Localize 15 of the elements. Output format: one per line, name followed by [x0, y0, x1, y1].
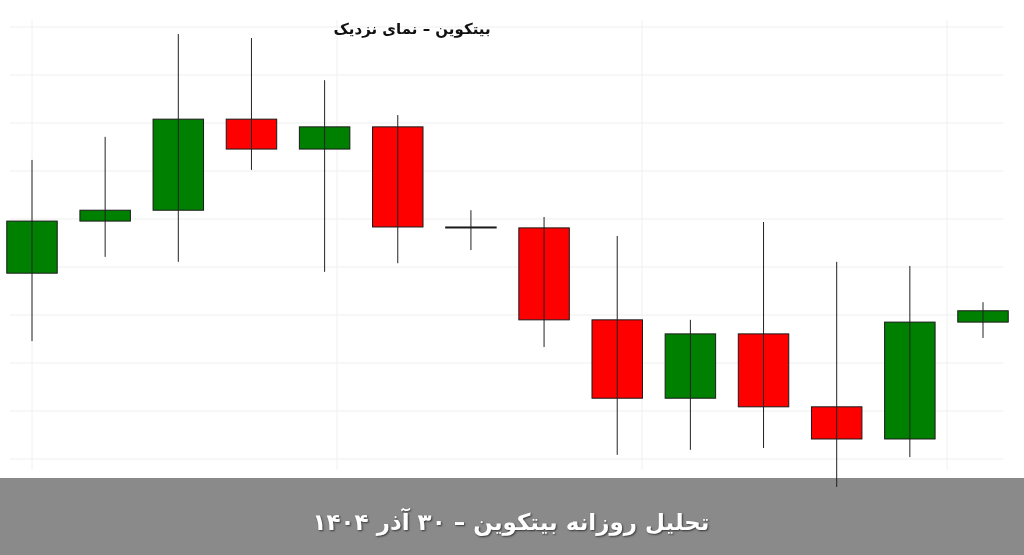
candlestick	[225, 37, 278, 171]
candlestick	[372, 114, 424, 264]
candlestick	[298, 79, 351, 273]
candlestick	[152, 33, 205, 263]
candlestick	[884, 265, 936, 458]
text: تحلیل روزانه بیتکوین – ۳۰ آذر ۱۴۰۴	[312, 507, 710, 536]
candlestick	[518, 216, 570, 348]
candlestick	[737, 221, 790, 449]
candlestick	[810, 261, 863, 488]
candlestick	[957, 301, 1009, 339]
candlestick	[445, 209, 497, 251]
candlestick	[79, 136, 131, 258]
chart-title: بیتکوین – نمای نزدیک	[333, 20, 491, 38]
candlestick	[591, 235, 643, 456]
candlestick	[664, 319, 717, 451]
